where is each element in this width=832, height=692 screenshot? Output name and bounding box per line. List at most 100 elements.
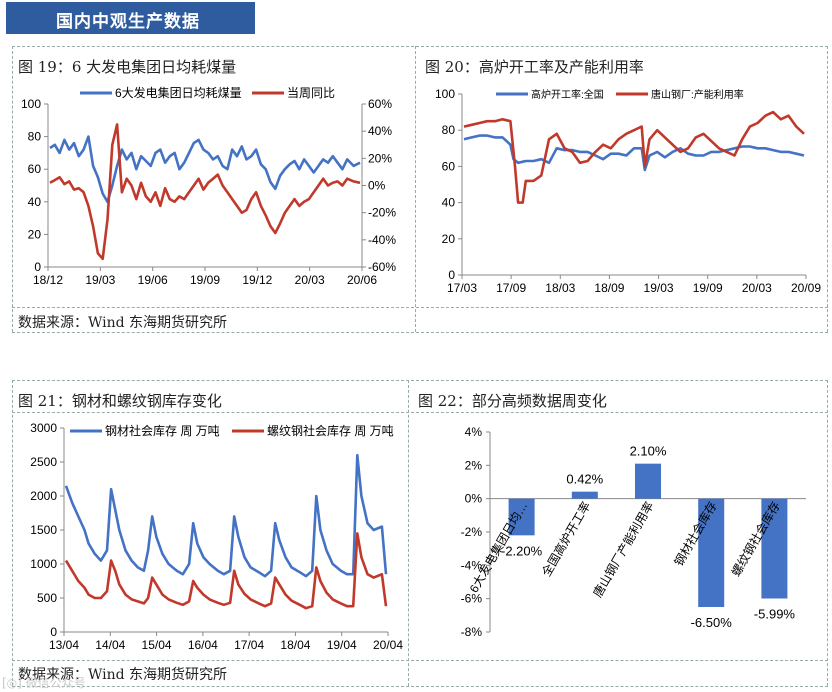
y-tick-label: 500 (37, 591, 57, 605)
legend-label-2: 唐山钢厂:产能利用率 (651, 88, 744, 101)
legend-label-1: 6大发电集团日均耗煤量 (115, 85, 242, 100)
chart-20: 0 20 40 60 80 100 17/03 17/09 18/03 18/09 19/03 19/… (435, 87, 821, 295)
y-tick-label: -6% (461, 592, 483, 606)
x-tick-label: 18/04 (280, 638, 310, 652)
y-right-tick-label: 20% (368, 151, 392, 165)
y-right-tick-label: -60% (368, 260, 396, 274)
y-tick-label: 40 (28, 195, 42, 209)
divider (12, 46, 13, 332)
legend-label-1: 钢材社会库存 周 万吨 (105, 423, 220, 438)
chart-20-title: 图 20：高炉开工率及产能利用率 (425, 58, 644, 76)
divider (12, 380, 13, 686)
y-tick-label: 80 (28, 130, 42, 144)
bar-3 (635, 463, 661, 499)
y-right-tick-label: -20% (368, 206, 396, 220)
y-right-tick-label: 0% (368, 179, 386, 193)
y-right-tick-label: 40% (368, 124, 392, 138)
y-tick-label: 60 (28, 162, 42, 176)
series-line-1 (64, 453, 388, 578)
source-note: 数据来源：Wind 东海期货研究所 (18, 667, 228, 683)
x-tick-label: 17/04 (234, 638, 264, 652)
section-title: 国内中观生产数据 (56, 12, 200, 32)
y-tick-label: 100 (21, 97, 41, 111)
x-tick-label: 17/09 (496, 281, 526, 295)
x-tick-label: 19/04 (327, 638, 357, 652)
y-tick-label: 20 (28, 227, 42, 241)
y-tick-label: 1500 (30, 523, 57, 537)
y-tick-label: 3000 (30, 421, 57, 435)
divider (415, 46, 416, 332)
y-right-tick-label: -40% (368, 233, 396, 247)
bar-value-label: 2.10% (630, 444, 667, 459)
chart-22: 4%2%0%-2%-4%-6%-8%-2.20%6大发电集团日均…0.42%全国… (461, 425, 806, 639)
legend-label-2: 螺纹钢社会库存 周 万吨 (267, 423, 394, 438)
y-tick-label: 1000 (30, 557, 57, 571)
x-tick-label: 19/09 (190, 273, 220, 287)
x-tick-label: 19/03 (85, 273, 115, 287)
series-line-2 (49, 123, 361, 261)
series-line-1 (49, 135, 361, 204)
y-tick-label: 80 (442, 123, 456, 137)
x-tick-label: 14/04 (95, 638, 125, 652)
legend-label-2: 当周同比 (287, 86, 335, 100)
x-tick-label: 20/04 (373, 638, 403, 652)
y-tick-label: 0 (34, 260, 41, 274)
divider (827, 380, 828, 686)
y-tick-label: -4% (461, 558, 483, 572)
y-tick-label: 2500 (30, 455, 57, 469)
x-tick-label: 18/09 (594, 281, 624, 295)
x-tick-label: 19/12 (242, 273, 272, 287)
y-tick-label: 0 (448, 268, 455, 282)
divider (12, 332, 828, 333)
divider (12, 380, 828, 381)
y-tick-label: 2000 (30, 489, 57, 503)
category-label: 唐山钢厂产能利用率 (590, 499, 657, 600)
chart-19: 0 20 40 60 80 100 -60% -40% -20% 0% 20% 40% 60% 18/12… (21, 85, 396, 287)
divider (827, 46, 828, 332)
x-tick-label: 13/04 (49, 638, 79, 652)
watermark: [◎] 微信公众号 (2, 676, 86, 690)
legend-label-1: 高炉开工率:全国 (531, 88, 604, 101)
series-line-2 (64, 532, 388, 610)
source-note: 数据来源：Wind 东海期货研究所 (18, 315, 228, 331)
y-right-tick-label: 60% (368, 97, 392, 111)
bar-value-label: 0.42% (566, 472, 603, 487)
chart-22-title: 图 22：部分高频数据周变化 (418, 392, 607, 410)
y-tick-label: 40 (442, 196, 456, 210)
divider (408, 380, 409, 686)
y-tick-label: 2% (465, 458, 483, 472)
y-tick-label: -2% (461, 525, 483, 539)
x-tick-label: 19/03 (644, 281, 674, 295)
x-tick-label: 20/03 (742, 281, 772, 295)
x-tick-label: 18/12 (33, 273, 63, 287)
y-tick-label: 100 (435, 87, 455, 101)
x-tick-label: 20/09 (791, 281, 821, 295)
divider (12, 660, 828, 661)
x-tick-label: 18/03 (545, 281, 575, 295)
bar-value-label: -5.99% (754, 607, 796, 622)
chart-21: 0 500 1000 1500 2000 2500 3000 13/04 14/04 15/04 1… (30, 421, 403, 652)
y-tick-label: 0 (50, 625, 57, 639)
bar-value-label: -2.20% (501, 543, 543, 558)
bar-4 (698, 498, 725, 607)
section-header: 国内中观生产数据 (6, 2, 255, 34)
x-tick-label: 20/06 (347, 273, 377, 287)
x-tick-label: 15/04 (142, 638, 172, 652)
chart-19-title: 图 19：6 大发电集团日均耗煤量 (18, 58, 237, 76)
x-tick-label: 17/03 (447, 281, 477, 295)
series-line-1 (463, 134, 805, 172)
bar-1 (508, 498, 535, 536)
bar-2 (571, 491, 598, 499)
y-tick-label: -8% (461, 625, 483, 639)
chart-21-title: 图 21：钢材和螺纹钢库存变化 (18, 392, 222, 410)
category-label: 全国高炉开工率 (538, 499, 593, 579)
y-tick-label: 60 (442, 159, 456, 173)
y-tick-label: 0% (465, 492, 483, 506)
x-tick-label: 20/03 (295, 273, 325, 287)
divider (12, 686, 828, 687)
x-tick-label: 19/09 (693, 281, 723, 295)
divider (12, 307, 828, 308)
divider (12, 412, 828, 413)
x-tick-label: 19/06 (138, 273, 168, 287)
bar-5 (761, 498, 788, 599)
